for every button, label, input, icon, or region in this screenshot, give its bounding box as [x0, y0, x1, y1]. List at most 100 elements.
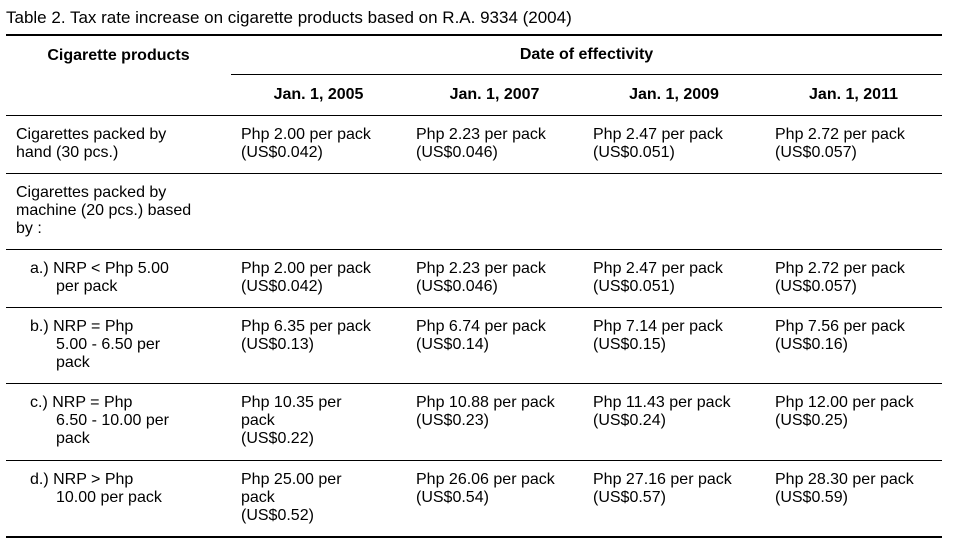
tax-rate-line: (US$0.22)	[241, 430, 314, 447]
tax-rate-line: Php 6.74 per pack	[416, 318, 546, 335]
tax-rate-cell: Php 25.00 per pack (US$0.52)	[231, 460, 406, 538]
tax-rate-line: (US$0.042)	[241, 144, 323, 161]
tax-rate-cell: Php 2.00 per pack (US$0.042)	[231, 249, 406, 308]
tax-rate-line: Php 7.14 per pack	[593, 318, 723, 335]
row-label-line: 6.50 - 10.00 per	[56, 412, 169, 429]
tax-rate-cell	[765, 173, 942, 250]
tax-rate-line: (US$0.046)	[416, 144, 498, 161]
tax-rate-cell: Php 2.47 per pack (US$0.051)	[583, 115, 765, 174]
row-label-line: 10.00 per pack	[56, 489, 162, 506]
tax-rate-line: (US$0.051)	[593, 278, 675, 295]
tax-rate-cell: Php 11.43 per pack (US$0.24)	[583, 383, 765, 461]
tax-rate-line: Php 2.23 per pack	[416, 126, 546, 143]
row-label: d.) NRP > Php 10.00 per pack	[6, 460, 231, 538]
tax-rate-line: Php 2.23 per pack	[416, 260, 546, 277]
table-row: a.) NRP < Php 5.00 per pack Php 2.00 per p…	[6, 249, 942, 308]
tax-rate-line: (US$0.15)	[593, 336, 666, 353]
tax-rate-cell	[583, 173, 765, 250]
tax-rate-line: (US$0.23)	[416, 412, 489, 429]
tax-rate-line: Php 10.35 per	[241, 394, 342, 411]
tax-rate-line: (US$0.52)	[241, 507, 314, 524]
tax-rate-cell: Php 2.72 per pack (US$0.057)	[765, 249, 942, 308]
tax-rate-table: Cigarette products Date of effectivity J…	[6, 34, 942, 538]
tax-rate-line: Php 2.72 per pack	[775, 260, 905, 277]
tax-rate-cell: Php 6.74 per pack (US$0.14)	[406, 307, 583, 384]
tax-rate-line: (US$0.59)	[775, 489, 848, 506]
row-label-line: hand (30 pcs.)	[16, 144, 119, 161]
tax-rate-cell: Php 27.16 per pack (US$0.57)	[583, 460, 765, 538]
tax-rate-cell: Php 6.35 per pack (US$0.13)	[231, 307, 406, 384]
tax-rate-line: (US$0.57)	[593, 489, 666, 506]
row-label-line: pack	[56, 354, 90, 371]
tax-rate-line: (US$0.24)	[593, 412, 666, 429]
table-row: Cigarettes packed by hand (30 pcs.) Php 2.…	[6, 115, 942, 174]
header-cigarette-products: Cigarette products	[6, 34, 231, 116]
table-row: b.) NRP = Php 5.00 - 6.50 per pack Php 6.35…	[6, 307, 942, 384]
row-label: c.) NRP = Php 6.50 - 10.00 per pack	[6, 383, 231, 461]
tax-rate-line: (US$0.13)	[241, 336, 314, 353]
tax-rate-line: Php 27.16 per pack	[593, 471, 732, 488]
tax-rate-cell: Php 10.35 per pack (US$0.22)	[231, 383, 406, 461]
row-label-line: by :	[16, 220, 42, 237]
header-date-2007: Jan. 1, 2007	[406, 74, 583, 116]
tax-rate-cell: Php 2.23 per pack (US$0.046)	[406, 115, 583, 174]
tax-rate-line: pack	[241, 412, 275, 429]
table-row: c.) NRP = Php 6.50 - 10.00 per pack Php 10.…	[6, 383, 942, 461]
tax-rate-cell: Php 2.72 per pack (US$0.057)	[765, 115, 942, 174]
tax-rate-line: Php 2.00 per pack	[241, 260, 371, 277]
row-label-line: b.) NRP = Php	[30, 318, 134, 335]
row-label-line: per pack	[56, 278, 118, 295]
table-row: Cigarettes packed by machine (20 pcs.) ba…	[6, 173, 942, 250]
row-label-line: Cigarettes packed by	[16, 126, 167, 143]
tax-rate-line: (US$0.14)	[416, 336, 489, 353]
tax-rate-line: Php 10.88 per pack	[416, 394, 555, 411]
row-label-line: c.) NRP = Php	[30, 394, 133, 411]
tax-rate-line: Php 7.56 per pack	[775, 318, 905, 335]
row-label: b.) NRP = Php 5.00 - 6.50 per pack	[6, 307, 231, 384]
row-label-line: Cigarettes packed by	[16, 184, 167, 201]
tax-rate-line: (US$0.54)	[416, 489, 489, 506]
tax-rate-line: (US$0.16)	[775, 336, 848, 353]
header-date-of-effectivity: Date of effectivity	[231, 34, 942, 75]
tax-rate-cell: Php 10.88 per pack (US$0.23)	[406, 383, 583, 461]
tax-rate-cell	[231, 173, 406, 250]
tax-rate-line: Php 2.47 per pack	[593, 260, 723, 277]
tax-rate-cell: Php 28.30 per pack (US$0.59)	[765, 460, 942, 538]
tax-rate-cell: Php 12.00 per pack (US$0.25)	[765, 383, 942, 461]
tax-rate-line: Php 2.72 per pack	[775, 126, 905, 143]
tax-rate-line: (US$0.042)	[241, 278, 323, 295]
tax-rate-line: (US$0.057)	[775, 278, 857, 295]
tax-rate-line: Php 28.30 per pack	[775, 471, 914, 488]
row-label-line: pack	[56, 430, 90, 447]
row-label-line: a.) NRP < Php 5.00	[30, 260, 169, 277]
header-date-2011: Jan. 1, 2011	[765, 74, 942, 116]
row-label-line: machine (20 pcs.) based	[16, 202, 192, 219]
tax-rate-line: (US$0.046)	[416, 278, 498, 295]
row-label-line: d.) NRP > Php	[30, 471, 134, 488]
tax-rate-cell: Php 2.23 per pack (US$0.046)	[406, 249, 583, 308]
tax-rate-cell	[406, 173, 583, 250]
table-caption: Table 2. Tax rate increase on cigarette …	[6, 8, 572, 27]
tax-rate-cell: Php 7.14 per pack (US$0.15)	[583, 307, 765, 384]
tax-rate-line: Php 25.00 per	[241, 471, 342, 488]
tax-rate-cell: Php 7.56 per pack (US$0.16)	[765, 307, 942, 384]
tax-rate-line: Php 2.47 per pack	[593, 126, 723, 143]
tax-rate-line: Php 2.00 per pack	[241, 126, 371, 143]
tax-rate-line: Php 6.35 per pack	[241, 318, 371, 335]
tax-rate-line: pack	[241, 489, 275, 506]
table-row: d.) NRP > Php 10.00 per pack Php 25.00 per…	[6, 460, 942, 538]
row-label-line: 5.00 - 6.50 per	[56, 336, 161, 353]
row-label: Cigarettes packed by machine (20 pcs.) ba…	[6, 173, 231, 250]
tax-rate-cell: Php 26.06 per pack (US$0.54)	[406, 460, 583, 538]
tax-rate-line: (US$0.25)	[775, 412, 848, 429]
header-date-2009: Jan. 1, 2009	[583, 74, 765, 116]
header-date-2005: Jan. 1, 2005	[231, 74, 406, 116]
tax-rate-line: (US$0.057)	[775, 144, 857, 161]
tax-rate-line: Php 12.00 per pack	[775, 394, 914, 411]
tax-rate-line: Php 26.06 per pack	[416, 471, 555, 488]
row-label: Cigarettes packed by hand (30 pcs.)	[6, 115, 231, 174]
tax-rate-cell: Php 2.00 per pack (US$0.042)	[231, 115, 406, 174]
tax-rate-line: Php 11.43 per pack	[593, 394, 731, 411]
row-label: a.) NRP < Php 5.00 per pack	[6, 249, 231, 308]
tax-rate-line: (US$0.051)	[593, 144, 675, 161]
